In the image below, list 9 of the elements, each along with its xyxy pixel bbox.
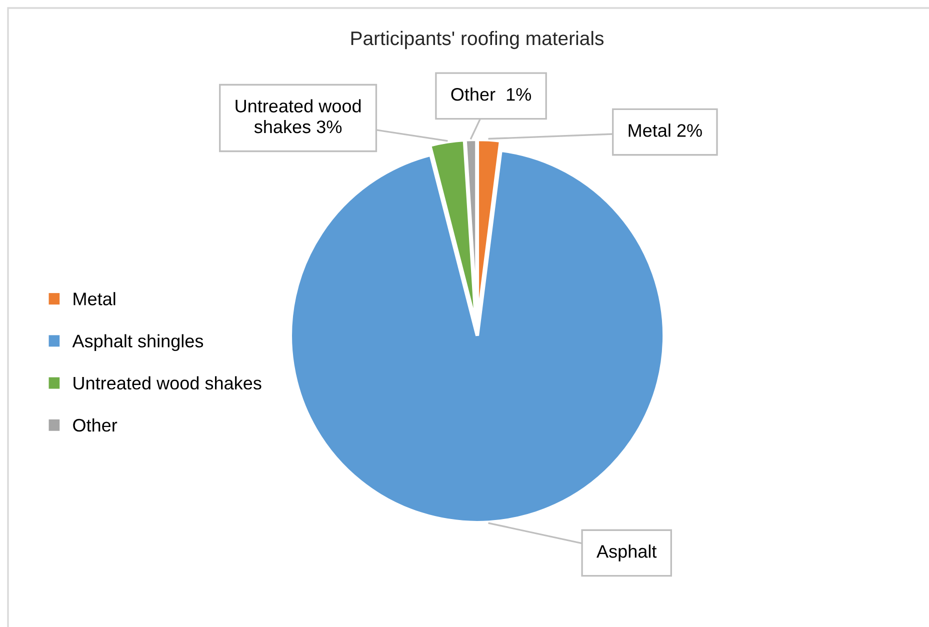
legend-label: Untreated wood shakes [74,376,262,390]
data-label: Metal 2% [628,124,702,137]
legend-label: Metal [74,292,116,306]
legend-label: Asphalt shingles [72,334,204,352]
data-label: Asphalt [596,544,657,562]
data-label: Untreated wood shakes 3% [236,99,361,134]
chart-title: Participants' roofing materials [351,30,604,50]
legend-label: Other [73,418,118,432]
data-label: Other 1% [451,88,532,101]
